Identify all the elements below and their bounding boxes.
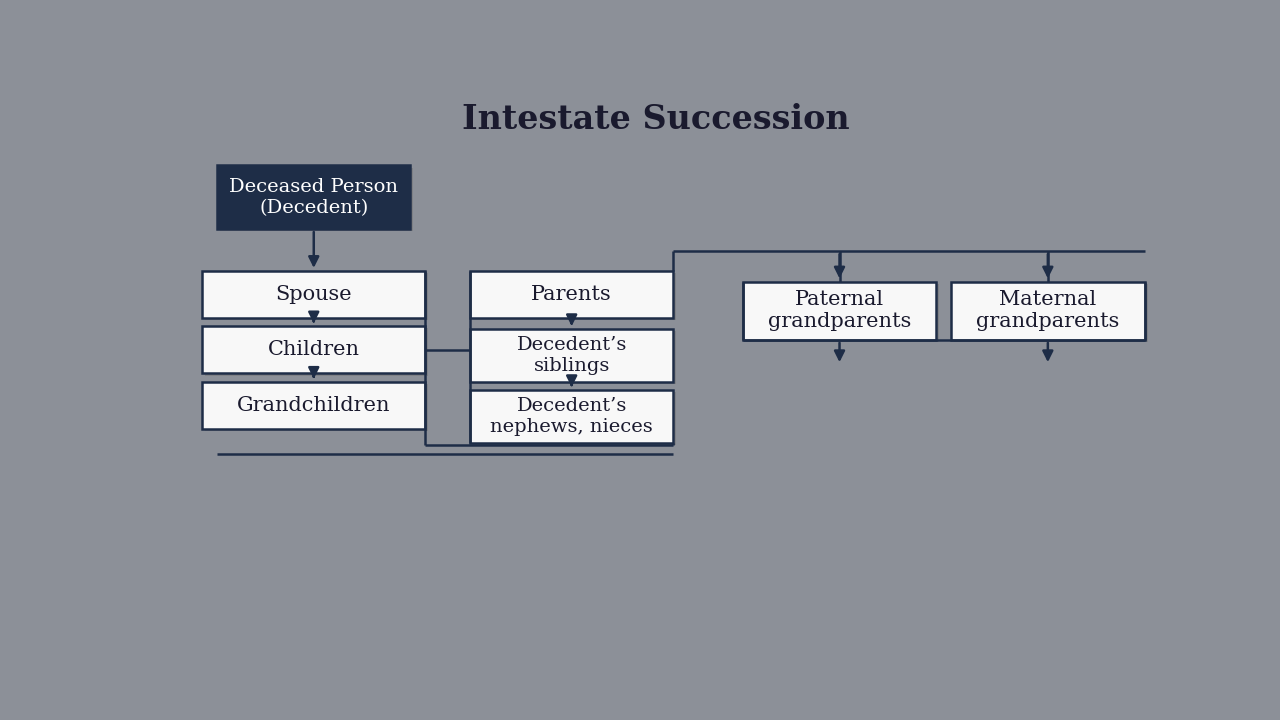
Text: Parents: Parents <box>531 285 612 304</box>
Text: Deceased Person
(Decedent): Deceased Person (Decedent) <box>229 178 398 217</box>
FancyBboxPatch shape <box>951 282 1144 340</box>
FancyBboxPatch shape <box>474 331 676 384</box>
Text: Decedent’s
nephews, nieces: Decedent’s nephews, nieces <box>490 397 653 436</box>
Text: Grandchildren: Grandchildren <box>237 396 390 415</box>
FancyBboxPatch shape <box>474 392 676 445</box>
FancyBboxPatch shape <box>205 273 429 320</box>
Text: Intestate Succession: Intestate Succession <box>462 103 850 136</box>
FancyBboxPatch shape <box>746 284 940 342</box>
FancyBboxPatch shape <box>954 284 1148 342</box>
FancyBboxPatch shape <box>470 329 673 382</box>
FancyBboxPatch shape <box>218 166 411 229</box>
FancyBboxPatch shape <box>205 328 429 376</box>
FancyBboxPatch shape <box>202 326 425 373</box>
FancyBboxPatch shape <box>470 390 673 443</box>
FancyBboxPatch shape <box>220 168 413 231</box>
FancyBboxPatch shape <box>205 384 429 431</box>
Text: Paternal
grandparents: Paternal grandparents <box>768 290 911 331</box>
Text: Spouse: Spouse <box>275 285 352 304</box>
Text: Children: Children <box>268 341 360 359</box>
FancyBboxPatch shape <box>202 271 425 318</box>
Text: Decedent’s
siblings: Decedent’s siblings <box>517 336 627 374</box>
Text: Maternal
grandparents: Maternal grandparents <box>977 290 1120 331</box>
FancyBboxPatch shape <box>742 282 936 340</box>
FancyBboxPatch shape <box>202 382 425 428</box>
FancyBboxPatch shape <box>470 271 673 318</box>
FancyBboxPatch shape <box>474 273 676 320</box>
